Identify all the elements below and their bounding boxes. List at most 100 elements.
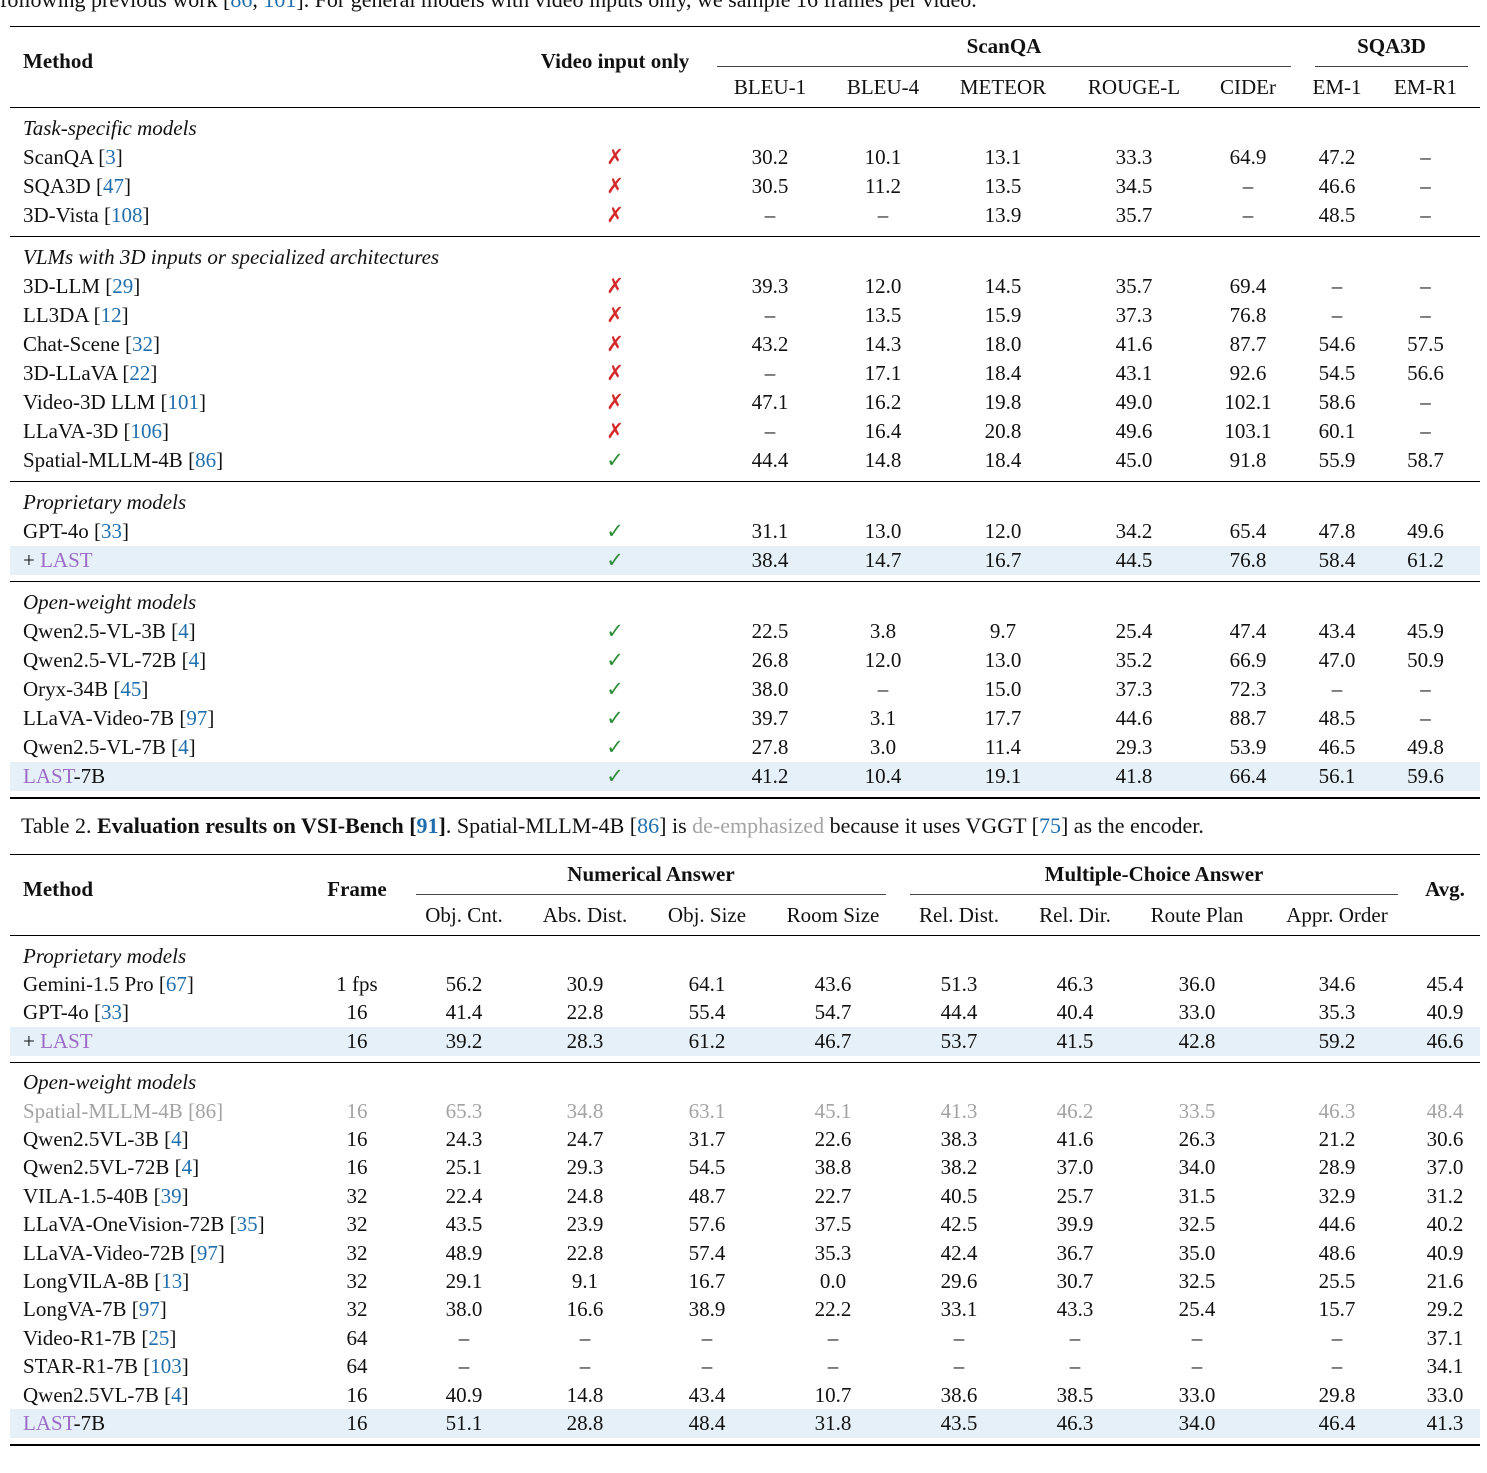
score: 46.5	[1318, 735, 1356, 759]
score: 13.0	[984, 648, 1022, 672]
input-info: ✗	[606, 274, 624, 298]
score: 43.5	[445, 1212, 483, 1237]
input-info: 32	[346, 1240, 368, 1265]
score: 16.7	[984, 548, 1022, 572]
column-header: Obj. Cnt.	[425, 902, 503, 927]
score: 23.9	[566, 1212, 604, 1237]
input-info: ✓	[606, 619, 624, 643]
score: 48.5	[1318, 706, 1356, 730]
score: 57.4	[688, 1240, 726, 1265]
table-row: LLaVA-Video-7B [97] ✓ 39.7 3.1 17.7 44.6 88.7 4…	[10, 704, 1480, 733]
score: 48.4	[688, 1410, 726, 1435]
method-name: LLaVA-Video-72B [97]	[23, 1240, 225, 1265]
method-name: Oryx-34B [45]	[23, 677, 149, 701]
score: 33.0	[1426, 1382, 1464, 1407]
score: 25.4	[1115, 619, 1153, 643]
score: 49.0	[1115, 390, 1153, 414]
citation: 47	[102, 174, 124, 198]
score: 29.3	[566, 1155, 604, 1180]
score: 24.3	[445, 1127, 483, 1152]
table-section: Proprietary models GPT-4o [33] ✓ 31.1 13.0 12…	[10, 481, 1480, 581]
input-info: ✓	[606, 648, 624, 672]
score: 35.3	[1318, 1000, 1356, 1025]
score: 46.6	[1318, 174, 1356, 198]
score: 29.6	[940, 1268, 978, 1293]
score: 47.0	[1318, 648, 1356, 672]
score: 22.8	[566, 1000, 604, 1025]
score: 18.4	[984, 448, 1022, 472]
table-row: Oryx-34B [45] ✓ 38.0 – 15.0 37.3 72.3 – –	[10, 675, 1480, 704]
method-name: 3D-LLaVA [22]	[23, 361, 158, 385]
citation: 86	[195, 1098, 217, 1123]
score: 22.5	[751, 619, 789, 643]
score: 29.3	[1115, 735, 1153, 759]
score: 43.3	[1056, 1297, 1094, 1322]
score: 45.4	[1426, 972, 1464, 997]
score: –	[827, 1354, 839, 1379]
score: 10.1	[864, 145, 902, 169]
score: 51.3	[940, 972, 978, 997]
score: 12.0	[864, 274, 902, 298]
table-row: Gemini-1.5 Pro [67] 1 fps 56.2 30.9 64.1 43.6…	[10, 970, 1480, 998]
table-row: Spatial-MLLM-4B [86] ✓ 44.4 14.8 18.4 45.0 91.…	[10, 446, 1480, 475]
citation: 86	[637, 813, 660, 838]
score: 44.4	[751, 448, 789, 472]
score: 56.1	[1318, 764, 1356, 788]
method-name: SQA3D [47]	[23, 174, 131, 198]
score: –	[764, 419, 776, 443]
section-title: Proprietary models	[23, 943, 187, 968]
table-header: Method Video input only ScanQA BLEU-1 BLEU-4…	[10, 27, 1480, 108]
method-name: Video-3D LLM [101]	[23, 390, 207, 414]
section-row: Proprietary models	[10, 942, 1480, 970]
column-header: ROUGE-L	[1087, 74, 1181, 99]
score: 30.7	[1056, 1268, 1094, 1293]
score: –	[1242, 174, 1254, 198]
score: 14.5	[984, 274, 1022, 298]
score: 44.6	[1115, 706, 1153, 730]
score: 38.6	[940, 1382, 978, 1407]
score: 48.6	[1318, 1240, 1356, 1265]
score: 25.7	[1056, 1183, 1094, 1208]
score: 40.9	[1426, 1000, 1464, 1025]
score: 25.1	[445, 1155, 483, 1180]
table-row: Spatial-MLLM-4B [86] 16 65.3 34.8 63.1 45.1 41…	[10, 1097, 1480, 1125]
score: 29.2	[1426, 1297, 1464, 1322]
section-title: Proprietary models	[23, 490, 187, 514]
input-info: ✗	[606, 174, 624, 198]
citation: 91	[416, 813, 439, 838]
method-name: GPT-4o [33]	[23, 1000, 129, 1025]
score: 45.0	[1115, 448, 1153, 472]
score: 28.8	[566, 1410, 604, 1435]
score: –	[1191, 1354, 1203, 1379]
input-info: 32	[346, 1212, 368, 1237]
score: 59.2	[1318, 1028, 1356, 1053]
citation: 103	[150, 1354, 182, 1379]
score: 42.4	[940, 1240, 978, 1265]
text-segment: -7B	[73, 1410, 106, 1435]
score: 34.0	[1178, 1410, 1216, 1435]
column-header: EM-1	[1312, 74, 1362, 99]
score: 33.0	[1178, 1000, 1216, 1025]
score: 46.4	[1318, 1410, 1356, 1435]
citation: 86	[195, 448, 217, 472]
column-header: Appr. Order	[1286, 902, 1388, 927]
column-header: Obj. Size	[667, 902, 747, 927]
score: –	[1420, 274, 1431, 298]
score: –	[1420, 174, 1431, 198]
score: 41.6	[1115, 332, 1153, 356]
section-title: Task-specific models	[23, 116, 197, 140]
score: 40.9	[1426, 1240, 1464, 1265]
score: 15.7	[1318, 1297, 1356, 1322]
score: 25.5	[1318, 1268, 1356, 1293]
score: 40.2	[1426, 1212, 1464, 1237]
score: 30.2	[751, 145, 789, 169]
score: –	[701, 1354, 713, 1379]
score: 49.8	[1407, 735, 1444, 759]
score: 42.8	[1178, 1028, 1216, 1053]
score: 32.9	[1318, 1183, 1356, 1208]
table-row: ScanQA [3] ✗ 30.2 10.1 13.1 33.3 64.9 47.2 –	[10, 143, 1480, 172]
citation: 4	[171, 1382, 182, 1407]
section-title: Open-weight models	[23, 1070, 197, 1095]
method-name: Qwen2.5-VL-7B [4]	[23, 735, 196, 759]
score: –	[1242, 203, 1254, 227]
